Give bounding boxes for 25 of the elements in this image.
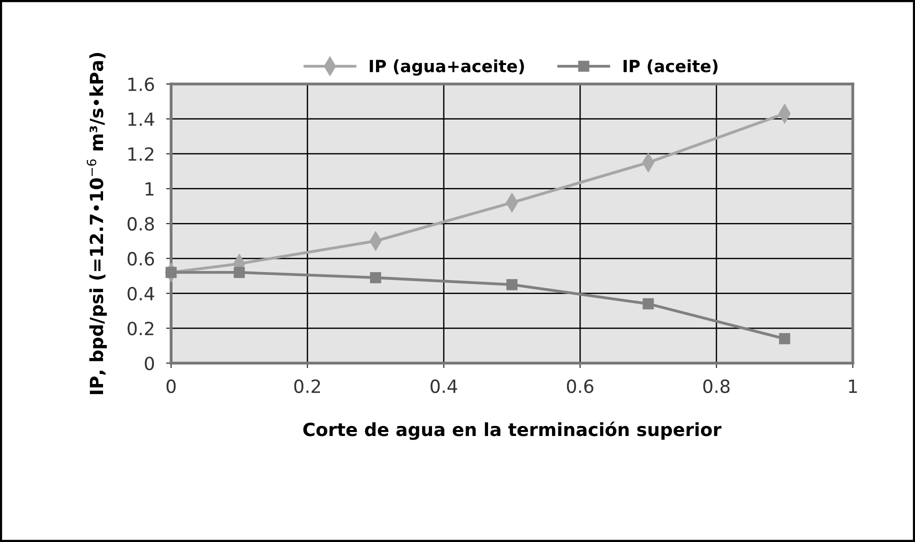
legend-label: IP (agua+aceite) (370, 59, 524, 76)
x-tick-label: 1 (849, 380, 857, 393)
point (370, 272, 382, 284)
point (506, 279, 518, 290)
legend-label: IP (aceite) (624, 59, 718, 74)
x-tick-label: 0.8 (703, 379, 730, 394)
y-tick-label: 1.4 (128, 112, 154, 126)
x-axis-title: Corte de agua en la terminación superior (303, 422, 722, 440)
y-tick-label: 0.2 (128, 322, 154, 336)
y-tick-label: 0.6 (128, 252, 154, 266)
x-tick-label: 0 (166, 379, 176, 394)
point (234, 266, 245, 278)
point (166, 266, 177, 278)
y-tick-label: 1 (146, 182, 154, 196)
point (642, 298, 654, 310)
y-tick-label: 1.2 (128, 147, 154, 161)
y-tick-label: 0 (144, 356, 154, 370)
point (779, 333, 790, 344)
y-axis-title: IP, bpd/psi (=12.7•10$^{−6}$ m³/s•kPa) (86, 52, 107, 394)
x-tick-label: 0.2 (294, 379, 320, 394)
y-tick-label: 0.4 (128, 286, 154, 300)
x-tick-label: 0.4 (430, 379, 458, 394)
x-tick-label: 0.6 (566, 379, 594, 394)
y-tick-label: 1.6 (128, 77, 154, 92)
y-tick-label: 0.8 (128, 217, 154, 231)
